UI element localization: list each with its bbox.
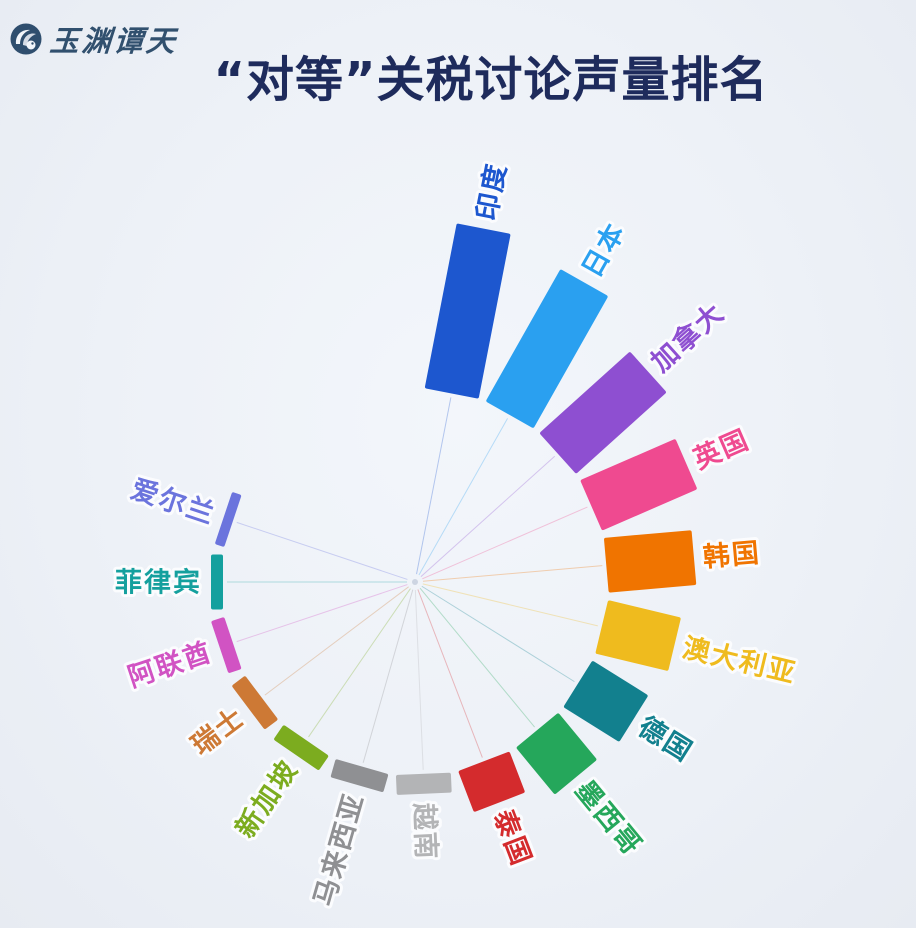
chart-bar-label: 阿联酋 [124,636,217,694]
chart-bar-label: 越南 [408,802,442,861]
chart-sector [421,585,648,742]
chart-bar-label: 马来西亚 [309,790,371,910]
chart-sector [211,554,407,610]
chart-bar-label: 爱尔兰 [127,474,219,531]
chart-spoke [422,583,598,627]
chart-bar-label: 瑞士 [186,702,251,762]
chart-hub-dot [412,579,418,585]
chart-spoke [418,418,509,576]
chart-bar[interactable] [486,269,609,428]
chart-sector [395,589,452,795]
logo-icon [10,23,42,55]
chart-sector [420,351,666,578]
chart-spoke [417,589,483,758]
chart-spoke [416,397,452,575]
chart-bar[interactable] [595,600,681,671]
chart-sector [422,530,697,593]
chart-bar[interactable] [563,660,648,742]
chart-bar-label: 英国 [689,424,755,476]
logo: 玉渊谭天 [8,18,179,60]
chart-sector [211,584,408,674]
chart-spoke [420,455,556,578]
chart-spoke [236,584,408,643]
chart-bar[interactable] [604,530,697,593]
chart-sector [273,588,411,771]
chart-bar[interactable] [273,725,329,771]
chart-spoke [362,589,414,763]
chart-spoke [422,506,588,580]
chart-spoke [419,587,535,728]
chart-bar-label: 加拿大 [645,296,731,378]
chart-bar[interactable] [211,617,242,674]
chart-sector [418,269,609,576]
chart-spoke [236,521,408,580]
chart-bar-label: 泰国 [487,806,537,871]
chart-sector [215,492,408,580]
chart-bar-label: 德国 [633,711,699,768]
chart-bar-label: 新加坡 [229,754,305,844]
chart-bar[interactable] [458,751,525,812]
chart-bar[interactable] [539,351,666,474]
chart-bar[interactable] [215,492,242,547]
chart-spoke [264,586,409,696]
chart-bar[interactable] [330,759,389,792]
page-title: “对等”关税讨论声量排名 [213,52,769,108]
chart-spoke [421,585,575,683]
chart-sector [232,586,409,730]
chart-bar[interactable] [516,713,597,795]
chart-bar[interactable] [211,554,223,610]
chart-bar[interactable] [395,772,452,795]
chart-sector [417,589,525,812]
chart-spoke [308,588,411,738]
chart-sector [422,583,681,671]
chart-spoke [414,589,424,770]
chart-sector [416,223,511,575]
chart-bar[interactable] [580,439,697,531]
chart-bar-label: 印度 [470,160,512,223]
chart-sector [422,439,697,580]
chart-bar[interactable] [424,223,511,399]
chart-sector [330,589,414,792]
chart-bar-label: 日本 [576,217,632,283]
chart-sector [419,587,597,795]
chart-spoke [422,565,603,582]
chart-bar-label: 韩国 [702,538,762,574]
chart-bar[interactable] [232,676,279,730]
chart-bar-label: 菲律宾 [115,567,202,599]
chart-bar-label: 墨西哥 [569,775,648,862]
chart-bar-label: 澳大利亚 [679,633,799,690]
